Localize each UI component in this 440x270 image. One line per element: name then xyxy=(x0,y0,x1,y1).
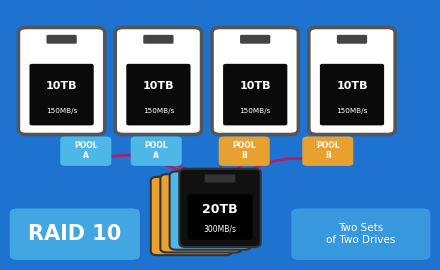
Text: 10TB: 10TB xyxy=(143,81,174,91)
FancyBboxPatch shape xyxy=(179,169,260,247)
FancyBboxPatch shape xyxy=(131,136,182,166)
Text: POOL
A: POOL A xyxy=(144,141,168,160)
Text: 10TB: 10TB xyxy=(239,81,271,91)
FancyBboxPatch shape xyxy=(223,64,287,125)
Text: 10TB: 10TB xyxy=(46,81,77,91)
Text: 150MB/s: 150MB/s xyxy=(239,108,271,114)
Text: RAID 10: RAID 10 xyxy=(28,224,121,244)
Text: POOL
B: POOL B xyxy=(316,141,340,160)
FancyBboxPatch shape xyxy=(47,35,77,44)
Text: 150MB/s: 150MB/s xyxy=(46,108,77,114)
FancyBboxPatch shape xyxy=(169,171,251,250)
Text: POOL
B: POOL B xyxy=(232,141,256,160)
FancyBboxPatch shape xyxy=(309,28,395,134)
FancyBboxPatch shape xyxy=(60,136,111,166)
Text: Two Sets
of Two Drives: Two Sets of Two Drives xyxy=(326,223,396,245)
FancyBboxPatch shape xyxy=(240,35,270,44)
FancyBboxPatch shape xyxy=(291,208,430,260)
Text: 150MB/s: 150MB/s xyxy=(143,108,174,114)
FancyBboxPatch shape xyxy=(150,177,232,255)
FancyBboxPatch shape xyxy=(219,136,270,166)
Text: 20TB: 20TB xyxy=(202,203,238,216)
FancyBboxPatch shape xyxy=(212,28,298,134)
Text: 300MB/s: 300MB/s xyxy=(203,224,237,233)
FancyBboxPatch shape xyxy=(302,136,353,166)
Text: POOL
A: POOL A xyxy=(74,141,98,160)
FancyBboxPatch shape xyxy=(205,174,235,183)
FancyBboxPatch shape xyxy=(187,194,253,240)
FancyBboxPatch shape xyxy=(115,28,202,134)
FancyBboxPatch shape xyxy=(160,174,242,252)
FancyBboxPatch shape xyxy=(143,35,173,44)
FancyBboxPatch shape xyxy=(126,64,191,125)
FancyBboxPatch shape xyxy=(320,64,384,125)
Text: 10TB: 10TB xyxy=(336,81,368,91)
FancyBboxPatch shape xyxy=(18,28,105,134)
FancyBboxPatch shape xyxy=(29,64,94,125)
FancyBboxPatch shape xyxy=(10,208,140,260)
FancyBboxPatch shape xyxy=(337,35,367,44)
Text: 150MB/s: 150MB/s xyxy=(336,108,368,114)
